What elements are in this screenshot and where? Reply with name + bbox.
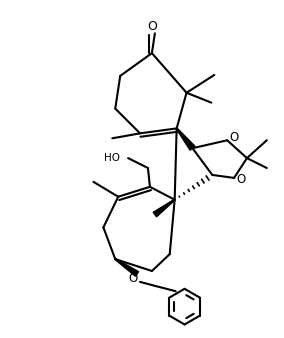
Text: O: O [128,272,138,285]
Polygon shape [115,259,139,276]
Text: O: O [147,20,157,33]
Text: O: O [236,173,246,186]
Text: HO: HO [104,153,120,163]
Polygon shape [153,199,175,217]
Polygon shape [176,128,195,150]
Text: O: O [229,131,239,144]
